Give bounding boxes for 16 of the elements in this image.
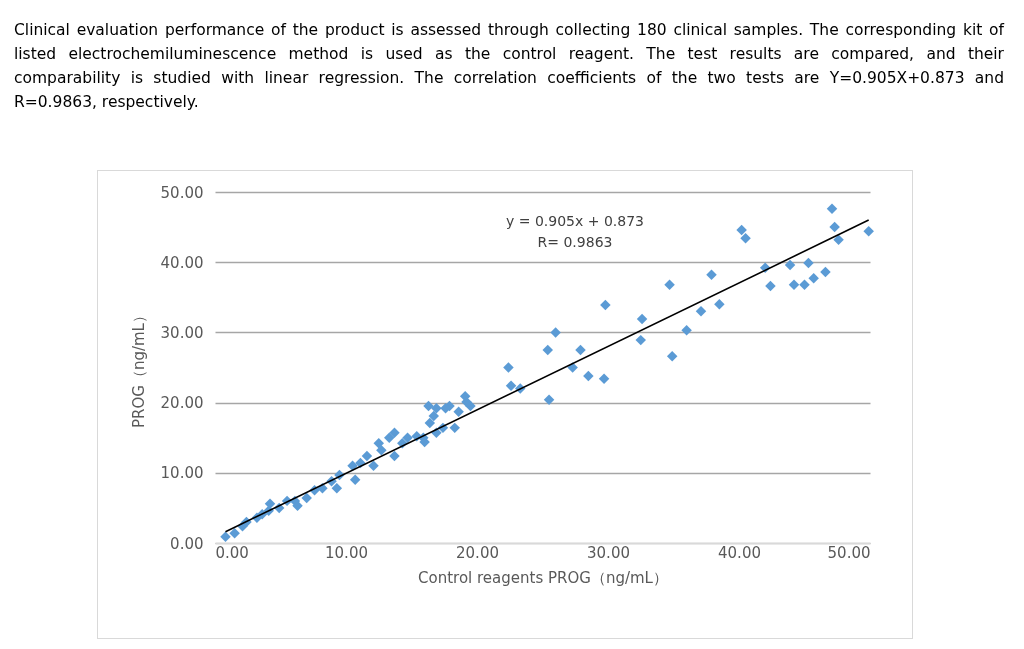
x-tick-label: 30.00 [587, 543, 630, 562]
y-tick-label: 10.00 [160, 464, 204, 483]
x-tick-label: 10.00 [325, 543, 368, 562]
x-tick-label: 20.00 [456, 543, 499, 562]
x-tick-label: 40.00 [718, 543, 761, 562]
x-tick-label: 0.00 [215, 543, 249, 562]
x-axis-title: Control reagents PROG（ng/mL） [418, 568, 668, 587]
text: Clinical evaluation performance of the product is assessed through collecting 180 clinical samples. The corresponding kit of listed electrochemiluminescence method is used as the control reagent. The test results are compared, and their comparability is studied with linear regression. The correlation coefficients of the two tests are Y=0.905X+0.873 and R=0.9863, respectively. [14, 20, 1004, 113]
annotation: R= 0.9863 [537, 234, 613, 250]
y-axis-title: PROG（ng/mL） [129, 308, 148, 428]
y-tick-label: 20.00 [160, 394, 204, 413]
x-tick-label: 50.00 [827, 543, 871, 562]
y-tick-label: 30.00 [160, 323, 204, 342]
annotation: y = 0.905x + 0.873 [506, 213, 644, 229]
y-tick-label: 50.00 [160, 183, 204, 202]
y-tick-label: 40.00 [160, 253, 204, 272]
